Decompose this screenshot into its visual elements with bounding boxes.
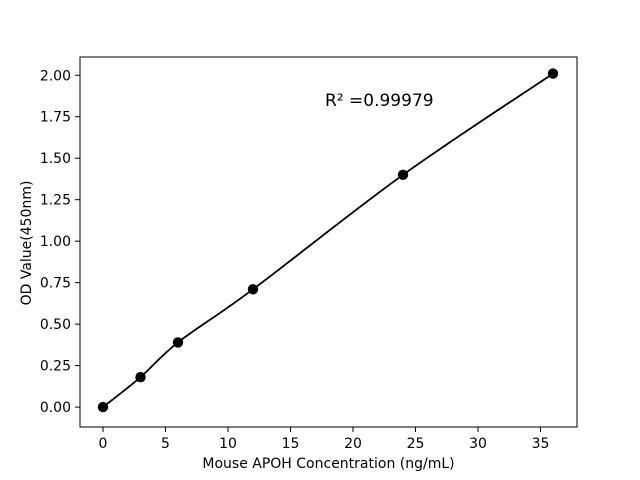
x-tick-label: 10 [219, 436, 237, 452]
y-tick-label: 0.00 [40, 400, 71, 416]
x-tick-label: 30 [469, 436, 487, 452]
y-tick-label: 1.25 [40, 193, 71, 209]
y-tick-label: 0.75 [40, 276, 71, 292]
x-tick-label: 35 [532, 436, 550, 452]
data-point [172, 337, 184, 348]
y-tick-label: 0.50 [40, 317, 71, 333]
x-axis-label: Mouse APOH Concentration (ng/mL) [202, 456, 454, 472]
y-tick-label: 1.50 [40, 151, 71, 167]
data-point [397, 169, 409, 180]
y-tick-label: 1.00 [40, 234, 71, 250]
y-tick-label: 1.75 [40, 110, 71, 126]
data-point [547, 68, 559, 79]
y-tick-label: 0.25 [40, 359, 71, 375]
y-tick-label: 2.00 [40, 68, 71, 84]
plot-frame [79, 56, 578, 428]
x-tick-label: 20 [344, 436, 362, 452]
data-point [97, 401, 109, 413]
x-tick-label: 25 [407, 436, 425, 452]
x-tick-label: 5 [161, 436, 170, 452]
x-tick-label: 0 [99, 436, 108, 452]
y-axis-label: OD Value(450nm) [19, 181, 35, 306]
data-point [135, 372, 146, 383]
data-point [247, 284, 259, 295]
x-tick-label: 15 [282, 436, 300, 452]
r-squared-annotation: R² =0.99979 [325, 91, 434, 111]
